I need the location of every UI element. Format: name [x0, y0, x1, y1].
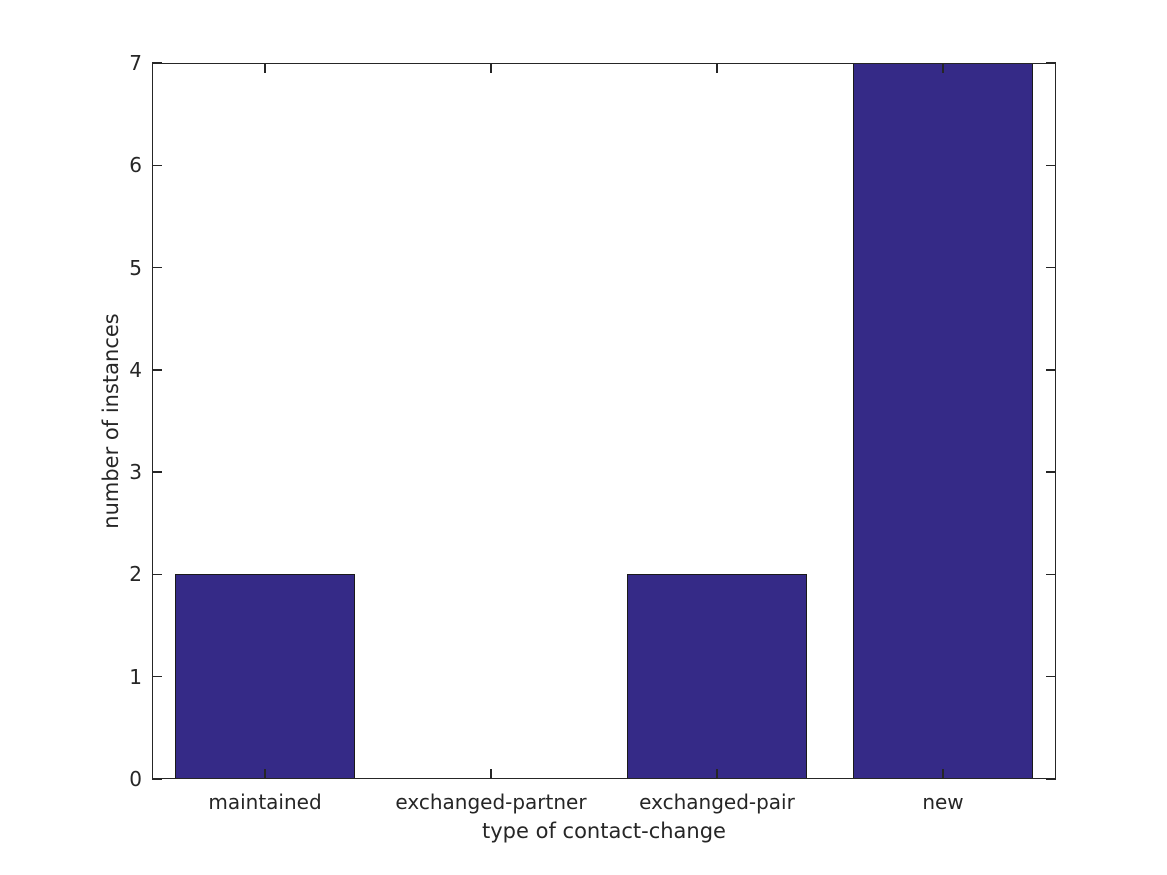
x-tick-top — [942, 63, 944, 73]
y-tick-label: 5 — [129, 255, 142, 280]
plot-box — [152, 63, 1056, 779]
y-tick-label: 6 — [129, 153, 142, 178]
x-tick-bottom — [264, 769, 266, 779]
y-tick-right — [1046, 778, 1056, 780]
y-tick-left — [152, 369, 162, 371]
y-tick-label: 0 — [129, 767, 142, 791]
bar-maintained — [174, 574, 356, 779]
x-tick-label: exchanged-partner — [395, 790, 587, 814]
y-tick-left — [152, 471, 162, 473]
y-tick-right — [1046, 62, 1056, 64]
y-tick-label: 4 — [129, 357, 142, 382]
y-axis-label: number of instances — [99, 313, 123, 529]
x-tick-top — [716, 63, 718, 73]
y-tick-left — [152, 573, 162, 576]
y-tick-left — [152, 676, 162, 678]
y-tick-left — [152, 62, 162, 64]
y-tick-right — [1046, 164, 1056, 166]
y-tick-label: 7 — [129, 51, 142, 75]
x-tick-label: exchanged-pair — [639, 790, 795, 814]
y-tick-label: 1 — [129, 664, 142, 689]
y-tick-left — [152, 266, 162, 269]
x-tick-top — [264, 63, 266, 73]
x-tick-bottom — [942, 769, 944, 779]
x-tick-top — [490, 63, 492, 73]
x-tick-label: new — [922, 790, 964, 814]
y-tick-label: 3 — [129, 460, 142, 485]
x-axis-label: type of contact-change — [482, 819, 726, 843]
y-tick-right — [1046, 369, 1056, 371]
y-tick-left — [152, 164, 162, 166]
y-tick-right — [1046, 471, 1056, 473]
x-tick-label: maintained — [208, 790, 322, 814]
x-tick-bottom — [716, 769, 718, 779]
x-tick-bottom — [490, 769, 492, 779]
y-tick-left — [152, 778, 162, 780]
y-tick-right — [1046, 676, 1056, 678]
bar-exchanged-pair — [626, 574, 808, 779]
y-tick-right — [1046, 266, 1056, 269]
y-tick-label: 2 — [129, 562, 142, 587]
y-tick-right — [1046, 573, 1056, 576]
